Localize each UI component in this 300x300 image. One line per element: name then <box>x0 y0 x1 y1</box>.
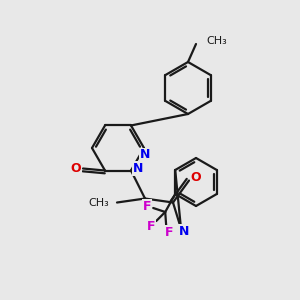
Text: O: O <box>191 171 201 184</box>
Text: N: N <box>179 225 189 238</box>
Text: CH₃: CH₃ <box>88 197 109 208</box>
Text: O: O <box>71 162 81 175</box>
Text: N: N <box>140 148 150 161</box>
Text: N: N <box>133 162 143 175</box>
Text: H: H <box>163 226 171 236</box>
Text: CH₃: CH₃ <box>206 36 227 46</box>
Text: F: F <box>143 200 152 212</box>
Text: F: F <box>165 226 173 238</box>
Text: F: F <box>147 220 155 232</box>
